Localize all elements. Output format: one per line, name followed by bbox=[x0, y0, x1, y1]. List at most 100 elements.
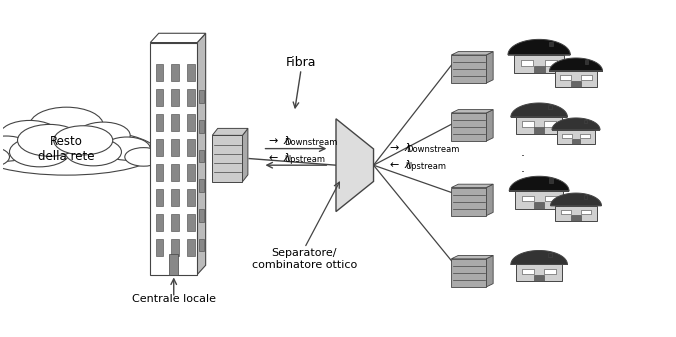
Text: Downstream: Downstream bbox=[284, 139, 337, 148]
FancyBboxPatch shape bbox=[199, 239, 203, 251]
Text: Separatore/
combinatore ottico: Separatore/ combinatore ottico bbox=[252, 248, 357, 270]
FancyBboxPatch shape bbox=[571, 215, 581, 221]
FancyBboxPatch shape bbox=[199, 179, 203, 192]
FancyBboxPatch shape bbox=[169, 254, 178, 275]
FancyBboxPatch shape bbox=[523, 121, 534, 127]
FancyBboxPatch shape bbox=[533, 66, 545, 73]
FancyBboxPatch shape bbox=[515, 191, 563, 209]
FancyBboxPatch shape bbox=[523, 269, 534, 274]
FancyBboxPatch shape bbox=[171, 64, 179, 81]
Circle shape bbox=[53, 126, 113, 155]
Polygon shape bbox=[511, 103, 567, 117]
Circle shape bbox=[0, 136, 32, 161]
FancyBboxPatch shape bbox=[452, 55, 486, 83]
FancyBboxPatch shape bbox=[581, 75, 592, 80]
FancyBboxPatch shape bbox=[585, 60, 588, 64]
Polygon shape bbox=[550, 193, 602, 206]
FancyBboxPatch shape bbox=[534, 127, 544, 134]
FancyBboxPatch shape bbox=[187, 64, 195, 81]
Circle shape bbox=[103, 137, 150, 160]
Text: .
.
.: . . . bbox=[521, 146, 525, 191]
FancyBboxPatch shape bbox=[534, 202, 544, 209]
FancyBboxPatch shape bbox=[187, 239, 195, 256]
FancyBboxPatch shape bbox=[171, 139, 179, 156]
Polygon shape bbox=[150, 33, 206, 42]
Text: Fibra: Fibra bbox=[286, 56, 316, 69]
FancyBboxPatch shape bbox=[561, 210, 571, 214]
FancyBboxPatch shape bbox=[545, 60, 558, 66]
Circle shape bbox=[18, 124, 82, 156]
Polygon shape bbox=[486, 184, 493, 216]
FancyBboxPatch shape bbox=[544, 269, 556, 274]
FancyBboxPatch shape bbox=[521, 60, 533, 66]
Text: $\leftarrow$ $\lambda$: $\leftarrow$ $\lambda$ bbox=[387, 157, 412, 170]
FancyBboxPatch shape bbox=[187, 114, 195, 131]
FancyBboxPatch shape bbox=[516, 265, 562, 281]
FancyBboxPatch shape bbox=[554, 71, 598, 87]
Polygon shape bbox=[486, 52, 493, 83]
FancyBboxPatch shape bbox=[187, 164, 195, 181]
FancyBboxPatch shape bbox=[544, 121, 556, 127]
FancyBboxPatch shape bbox=[581, 133, 590, 138]
FancyBboxPatch shape bbox=[452, 188, 486, 216]
FancyBboxPatch shape bbox=[155, 164, 164, 181]
FancyBboxPatch shape bbox=[549, 178, 553, 183]
FancyBboxPatch shape bbox=[187, 214, 195, 231]
FancyBboxPatch shape bbox=[548, 252, 552, 257]
Polygon shape bbox=[550, 58, 602, 71]
Text: Centrale locale: Centrale locale bbox=[132, 295, 216, 304]
Text: Resto
della rete: Resto della rete bbox=[39, 134, 95, 163]
FancyBboxPatch shape bbox=[560, 75, 571, 80]
FancyBboxPatch shape bbox=[584, 120, 587, 123]
Polygon shape bbox=[212, 128, 248, 135]
Polygon shape bbox=[452, 255, 493, 259]
FancyBboxPatch shape bbox=[572, 139, 580, 144]
Polygon shape bbox=[509, 176, 569, 191]
FancyBboxPatch shape bbox=[521, 196, 533, 202]
Polygon shape bbox=[552, 118, 600, 130]
Circle shape bbox=[125, 148, 162, 166]
FancyBboxPatch shape bbox=[534, 275, 544, 281]
FancyBboxPatch shape bbox=[187, 189, 195, 206]
FancyBboxPatch shape bbox=[155, 89, 164, 106]
Polygon shape bbox=[508, 39, 571, 55]
Polygon shape bbox=[197, 33, 206, 275]
FancyBboxPatch shape bbox=[155, 189, 164, 206]
FancyBboxPatch shape bbox=[212, 135, 243, 182]
FancyBboxPatch shape bbox=[581, 210, 591, 214]
FancyBboxPatch shape bbox=[562, 133, 571, 138]
FancyBboxPatch shape bbox=[171, 239, 179, 256]
Polygon shape bbox=[511, 250, 567, 265]
FancyBboxPatch shape bbox=[155, 214, 164, 231]
Text: $\rightarrow$ $\lambda$: $\rightarrow$ $\lambda$ bbox=[266, 134, 291, 146]
FancyBboxPatch shape bbox=[155, 139, 164, 156]
FancyBboxPatch shape bbox=[171, 164, 179, 181]
Text: Upstream: Upstream bbox=[406, 162, 447, 171]
Text: $\leftarrow$ $\lambda$: $\leftarrow$ $\lambda$ bbox=[266, 151, 291, 163]
FancyBboxPatch shape bbox=[516, 117, 562, 134]
FancyBboxPatch shape bbox=[571, 81, 581, 87]
Polygon shape bbox=[452, 52, 493, 55]
Circle shape bbox=[9, 137, 70, 167]
FancyBboxPatch shape bbox=[199, 150, 203, 162]
FancyBboxPatch shape bbox=[452, 259, 486, 287]
Circle shape bbox=[65, 138, 122, 166]
FancyBboxPatch shape bbox=[514, 55, 564, 73]
FancyBboxPatch shape bbox=[199, 209, 203, 222]
Ellipse shape bbox=[0, 129, 157, 175]
Polygon shape bbox=[452, 184, 493, 188]
FancyBboxPatch shape bbox=[556, 130, 596, 144]
Circle shape bbox=[76, 122, 130, 149]
Text: $\rightarrow$ $\lambda$: $\rightarrow$ $\lambda$ bbox=[387, 141, 412, 153]
FancyBboxPatch shape bbox=[548, 105, 552, 109]
FancyBboxPatch shape bbox=[155, 114, 164, 131]
FancyBboxPatch shape bbox=[452, 113, 486, 141]
FancyBboxPatch shape bbox=[549, 42, 553, 46]
Polygon shape bbox=[336, 119, 374, 212]
FancyBboxPatch shape bbox=[171, 214, 179, 231]
Polygon shape bbox=[486, 255, 493, 287]
FancyBboxPatch shape bbox=[545, 196, 557, 202]
FancyBboxPatch shape bbox=[556, 206, 596, 221]
FancyBboxPatch shape bbox=[584, 195, 587, 199]
Polygon shape bbox=[452, 110, 493, 113]
